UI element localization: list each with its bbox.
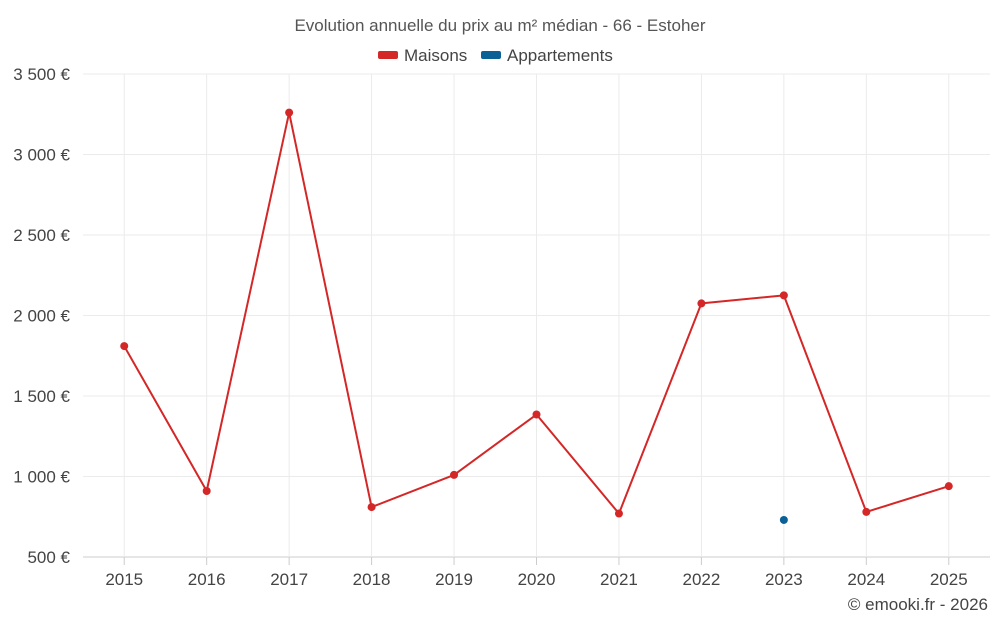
legend-item-maisons[interactable]: Maisons <box>378 46 467 65</box>
legend-item-appartements[interactable]: Appartements <box>481 46 613 65</box>
credit-text: © emooki.fr - 2026 <box>848 595 988 614</box>
x-tick-label: 2016 <box>188 570 226 589</box>
data-point-appartements <box>779 515 788 524</box>
data-point-maisons <box>202 486 211 495</box>
data-point-maisons <box>944 482 953 491</box>
legend-label-appartements: Appartements <box>507 46 613 65</box>
data-point-maisons <box>697 299 706 308</box>
data-point-maisons <box>367 503 376 512</box>
y-tick-label: 500 € <box>27 548 70 567</box>
legend-swatch-maisons <box>378 51 398 59</box>
legend-swatch-appartements <box>481 51 501 59</box>
y-tick-label: 1 500 € <box>13 387 70 406</box>
data-point-maisons <box>532 410 541 419</box>
y-tick-label: 1 000 € <box>13 468 70 487</box>
x-tick-label: 2021 <box>600 570 638 589</box>
y-tick-label: 3 500 € <box>13 65 70 84</box>
data-point-maisons <box>120 342 129 351</box>
legend: Maisons Appartements <box>378 46 613 65</box>
chart-title: Evolution annuelle du prix au m² médian … <box>294 16 705 35</box>
y-axis: 500 € 1 000 € 1 500 € 2 000 € 2 500 € 3 000 €… <box>13 65 70 567</box>
x-tick-label: 2023 <box>765 570 803 589</box>
y-tick-label: 3 000 € <box>13 146 70 165</box>
x-tick-label: 2025 <box>930 570 968 589</box>
data-point-maisons <box>285 108 294 117</box>
y-tick-label: 2 500 € <box>13 226 70 245</box>
data-point-maisons <box>450 470 459 479</box>
x-tick-label: 2018 <box>353 570 391 589</box>
x-tick-label: 2020 <box>518 570 556 589</box>
data-point-maisons <box>779 291 788 300</box>
y-tick-label: 2 000 € <box>13 307 70 326</box>
x-tick-label: 2022 <box>682 570 720 589</box>
data-point-maisons <box>614 509 623 518</box>
x-axis: 2015 2016 2017 2018 2019 2020 2021 2022 2023 2024… <box>105 557 968 589</box>
grid <box>83 73 990 558</box>
legend-label-maisons: Maisons <box>404 46 467 65</box>
x-tick-label: 2017 <box>270 570 308 589</box>
x-tick-label: 2024 <box>847 570 885 589</box>
series-layer <box>120 108 953 524</box>
x-tick-label: 2015 <box>105 570 143 589</box>
x-tick-label: 2019 <box>435 570 473 589</box>
data-point-maisons <box>862 507 871 516</box>
